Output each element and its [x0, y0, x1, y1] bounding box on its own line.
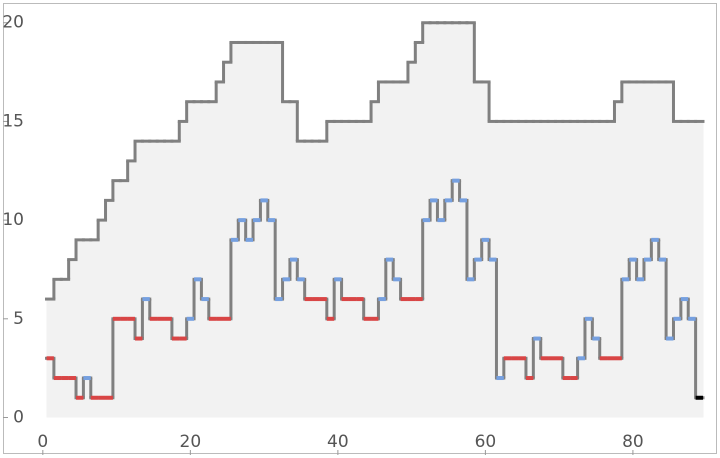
- area-fill: [275, 42, 284, 418]
- area-fill: [636, 81, 645, 418]
- y-tick-label: 15: [2, 111, 24, 131]
- area-fill: [216, 81, 225, 418]
- area-fill: [179, 121, 188, 418]
- x-tick-label: 20: [180, 432, 202, 452]
- area-fill: [474, 81, 483, 418]
- area-fill: [312, 141, 320, 418]
- area-fill: [643, 81, 652, 418]
- area-fill: [688, 121, 697, 418]
- area-fill: [621, 81, 630, 418]
- area-fill: [555, 121, 564, 418]
- area-fill: [83, 239, 92, 418]
- area-fill: [157, 141, 166, 418]
- area-fill: [149, 141, 158, 418]
- area-fill: [695, 121, 704, 418]
- area-fill: [385, 81, 394, 418]
- area-fill: [489, 121, 497, 418]
- area-fill: [267, 42, 276, 418]
- area-fill: [459, 22, 468, 418]
- area-fill: [186, 101, 195, 418]
- area-fill: [525, 121, 534, 418]
- area-fill: [666, 81, 674, 418]
- area-fill: [481, 81, 490, 418]
- area-fill: [90, 239, 99, 418]
- area-fill: [673, 121, 682, 418]
- area-fill: [444, 22, 453, 418]
- area-fill: [577, 121, 586, 418]
- y-tick-label: 0: [13, 407, 24, 427]
- area-fill: [260, 42, 269, 418]
- area-fill: [171, 141, 180, 418]
- area-fill: [201, 101, 210, 418]
- area-fill: [223, 62, 232, 418]
- area-fill: [142, 141, 151, 418]
- area-fill: [562, 121, 571, 418]
- area-fill: [466, 22, 475, 418]
- area-fill: [61, 279, 70, 418]
- area-fill: [592, 121, 601, 418]
- area-fill: [496, 121, 505, 418]
- area-fill: [629, 81, 638, 418]
- area-fill: [53, 279, 62, 418]
- area-fill: [430, 22, 438, 418]
- area-fill: [68, 259, 77, 418]
- area-fill: [548, 121, 556, 418]
- area-fill: [503, 121, 512, 418]
- area-fill: [282, 101, 291, 418]
- area-fill: [518, 121, 527, 418]
- area-fill: [371, 101, 379, 418]
- area-fill: [607, 121, 615, 418]
- area-fill: [533, 121, 542, 418]
- area-fill: [194, 101, 202, 418]
- area-fill: [127, 160, 136, 418]
- y-tick-label: 5: [13, 309, 24, 329]
- area-fill: [98, 220, 107, 418]
- area-fill: [570, 121, 579, 418]
- area-fill: [452, 22, 461, 418]
- area-fill: [658, 81, 667, 418]
- area-fill: [304, 141, 313, 418]
- y-tick-label: 20: [2, 13, 24, 33]
- x-tick-label: 0: [37, 432, 48, 452]
- x-tick-label: 60: [475, 432, 497, 452]
- area-fill: [584, 121, 593, 418]
- area-fill: [120, 180, 129, 418]
- area-fill: [415, 42, 424, 418]
- area-fill: [76, 239, 84, 418]
- area-fill: [334, 121, 343, 418]
- area-fill: [680, 121, 689, 418]
- area-fill: [230, 42, 239, 418]
- x-tick-label: 40: [327, 432, 349, 452]
- area-fill: [393, 81, 402, 418]
- area-fill: [326, 121, 335, 418]
- area-fill: [112, 180, 121, 418]
- area-fill: [356, 121, 365, 418]
- area-fill: [363, 121, 372, 418]
- area-fill: [164, 141, 173, 418]
- area-fill: [341, 121, 350, 418]
- area-fill: [651, 81, 660, 418]
- area-fill: [319, 141, 328, 418]
- area-fill: [599, 121, 608, 418]
- area-fill: [245, 42, 254, 418]
- area-fill: [253, 42, 261, 418]
- area-fill: [400, 81, 409, 418]
- x-tick-label: 80: [622, 432, 644, 452]
- area-fill: [540, 121, 549, 418]
- area-fill: [238, 42, 247, 418]
- area-fill: [135, 141, 143, 418]
- area-fill: [614, 101, 623, 418]
- area-fill: [378, 81, 387, 418]
- area-fill: [348, 121, 357, 418]
- area-fill: [511, 121, 520, 418]
- y-tick-label: 10: [2, 210, 24, 230]
- area-fill: [208, 101, 217, 418]
- area-fill: [105, 200, 114, 418]
- area-fill: [407, 62, 416, 418]
